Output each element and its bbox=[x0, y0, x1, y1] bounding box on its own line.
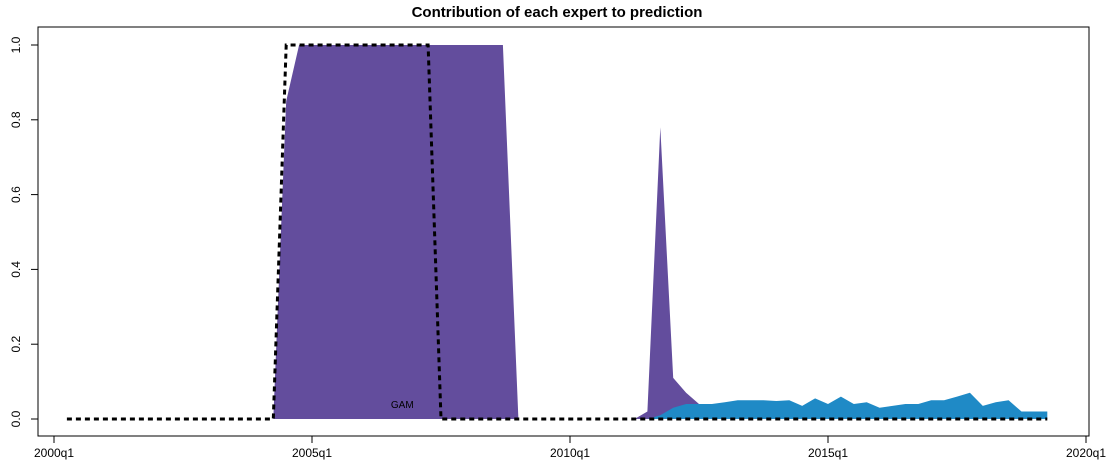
annotation-layer: GAM bbox=[391, 400, 414, 411]
x-tick-label: 2010q1 bbox=[550, 446, 590, 460]
x-tick-label: 2020q1 bbox=[1066, 446, 1106, 460]
chart-title: Contribution of each expert to predictio… bbox=[412, 4, 703, 21]
y-tick-label: 0.2 bbox=[9, 336, 23, 353]
series-2-area bbox=[647, 392, 1048, 419]
y-tick-label: 0.8 bbox=[9, 111, 23, 128]
y-tick-label: 0.0 bbox=[9, 410, 23, 427]
series-1-area bbox=[273, 45, 712, 419]
series-layer bbox=[66, 43, 1048, 421]
y-tick-label: 1.0 bbox=[9, 36, 23, 53]
series-3-line bbox=[66, 43, 1048, 421]
x-tick-label: 2015q1 bbox=[808, 446, 848, 460]
annotation-label: GAM bbox=[391, 400, 414, 411]
x-tick-label: 2000q1 bbox=[34, 446, 74, 460]
axes-layer: 2000q1 2005q1 2010q1 2015q1 2020q1 0.0 0.2 0.4 0… bbox=[9, 36, 1106, 460]
plot-frame bbox=[37, 26, 1090, 437]
y-tick-label: 0.6 bbox=[9, 186, 23, 203]
y-tick-label: 0.4 bbox=[9, 261, 23, 278]
x-tick-label: 2005q1 bbox=[292, 446, 332, 460]
